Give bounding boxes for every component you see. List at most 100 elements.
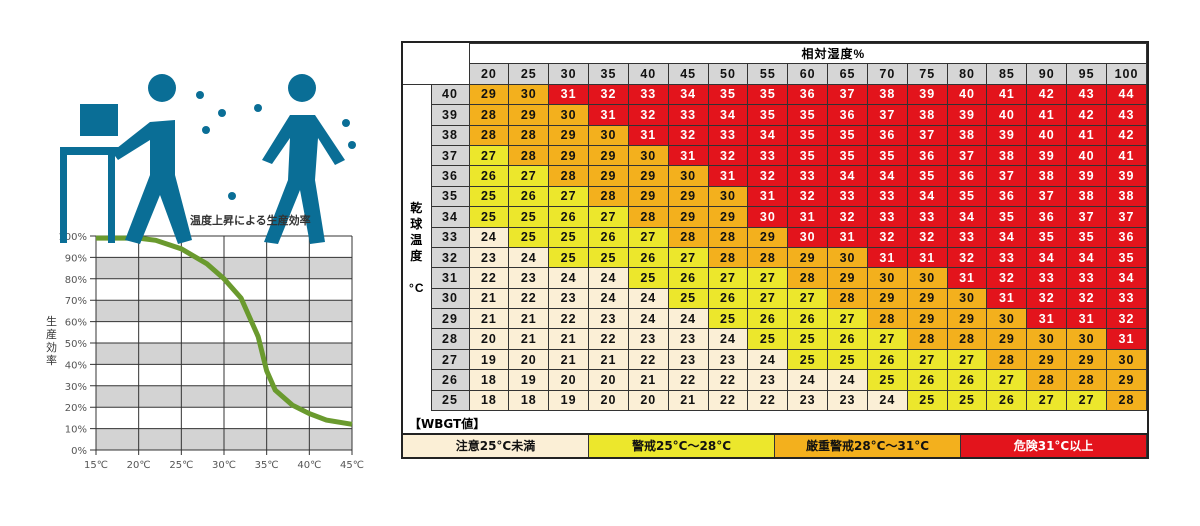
wbgt-cell: 40 xyxy=(1066,144,1107,167)
svg-text:90%: 90% xyxy=(65,253,87,264)
wbgt-cell: 27 xyxy=(627,226,669,248)
wbgt-cell: 19 xyxy=(548,389,590,412)
temperature-row-header: 30 xyxy=(430,287,470,310)
wbgt-cell: 26 xyxy=(986,389,1028,412)
wbgt-cell: 24 xyxy=(508,246,550,269)
wbgt-cell: 23 xyxy=(468,246,510,269)
wbgt-cell: 42 xyxy=(1026,83,1068,106)
wbgt-cell: 36 xyxy=(906,144,948,167)
wbgt-cell: 26 xyxy=(906,369,948,391)
wbgt-cell: 25 xyxy=(787,328,829,350)
temperature-row-header: 34 xyxy=(430,206,470,228)
wbgt-cell: 25 xyxy=(747,328,789,350)
wbgt-cell: 26 xyxy=(468,165,510,187)
svg-text:80%: 80% xyxy=(65,275,87,286)
wbgt-cell: 27 xyxy=(707,267,749,289)
humidity-column-header: 40 xyxy=(627,63,669,85)
wbgt-cell: 36 xyxy=(1106,226,1147,248)
wbgt-cell: 21 xyxy=(548,348,590,371)
wbgt-cell: 20 xyxy=(548,369,590,391)
wbgt-cell: 32 xyxy=(707,144,749,167)
wbgt-cell: 30 xyxy=(588,124,629,146)
wbgt-cell: 38 xyxy=(1066,185,1107,208)
wbgt-cell: 35 xyxy=(747,104,789,126)
wbgt-cell: 25 xyxy=(548,226,590,248)
wbgt-cell: 27 xyxy=(747,287,789,310)
wbgt-cell: 23 xyxy=(627,328,669,350)
wbgt-cell: 29 xyxy=(1106,369,1147,391)
wbgt-cell: 29 xyxy=(627,165,669,187)
wbgt-cell: 31 xyxy=(946,267,988,289)
wbgt-cell: 28 xyxy=(588,185,629,208)
wbgt-cell: 44 xyxy=(1106,83,1147,106)
humidity-header: 相対湿度% xyxy=(468,42,1147,65)
svg-text:100%: 100% xyxy=(58,232,87,243)
wbgt-cell: 24 xyxy=(588,287,629,310)
wbgt-cell: 41 xyxy=(1026,104,1068,126)
wbgt-cell: 21 xyxy=(548,328,590,350)
wbgt-cell: 33 xyxy=(707,124,749,146)
wbgt-cell: 33 xyxy=(986,246,1028,269)
wbgt-cell: 33 xyxy=(667,104,709,126)
wbgt-cell: 35 xyxy=(986,206,1028,228)
wbgt-cell: 29 xyxy=(548,144,590,167)
wbgt-cell: 36 xyxy=(787,83,829,106)
table-row: 28 20 21 21 22 23 23 24 25 25 26 27 28 28 29 30 30 31 xyxy=(403,328,1147,350)
wbgt-cell: 27 xyxy=(667,246,709,269)
wbgt-cell: 31 xyxy=(747,185,789,208)
wbgt-cell: 29 xyxy=(866,287,908,310)
humidity-column-header: 60 xyxy=(787,63,829,85)
wbgt-cell: 26 xyxy=(627,246,669,269)
wbgt-cell: 22 xyxy=(747,389,789,412)
wbgt-cell: 28 xyxy=(946,328,988,350)
wbgt-cell: 34 xyxy=(667,83,709,106)
wbgt-cell: 28 xyxy=(508,124,550,146)
wbgt-cell: 35 xyxy=(1066,226,1107,248)
legend-item: 注意25°C未満 xyxy=(403,435,589,458)
wbgt-cell: 25 xyxy=(627,267,669,289)
humidity-column-header: 65 xyxy=(827,63,868,85)
humidity-column-header: 30 xyxy=(548,63,590,85)
table-row: 27 19 20 21 21 22 23 23 24 25 25 26 27 27 28 29 29 30 xyxy=(403,348,1147,371)
wbgt-cell: 34 xyxy=(946,206,988,228)
wbgt-cell: 38 xyxy=(866,83,908,106)
humidity-column-header: 95 xyxy=(1066,63,1107,85)
wbgt-cell: 27 xyxy=(468,144,510,167)
wbgt-cell: 27 xyxy=(508,165,550,187)
wbgt-cell: 25 xyxy=(588,246,629,269)
wbgt-cell: 30 xyxy=(1026,328,1068,350)
wbgt-cell: 36 xyxy=(827,104,868,126)
wbgt-cell: 38 xyxy=(986,144,1028,167)
wbgt-cell: 18 xyxy=(508,389,550,412)
wbgt-cell: 35 xyxy=(747,83,789,106)
table-row: 30 21 22 23 24 24 25 26 27 27 28 29 29 30 31 32 32 33 xyxy=(403,287,1147,310)
wbgt-cell: 30 xyxy=(548,104,590,126)
table-row: 36 26 27 28 29 29 30 31 32 33 34 34 35 36 37 38 39 39 xyxy=(403,165,1147,187)
wbgt-cell: 35 xyxy=(827,144,868,167)
wbgt-cell: 33 xyxy=(946,226,988,248)
wbgt-cell: 30 xyxy=(747,206,789,228)
wbgt-cell: 32 xyxy=(1026,287,1068,310)
wbgt-cell: 23 xyxy=(667,348,709,371)
wbgt-cell: 21 xyxy=(588,348,629,371)
wbgt-cell: 28 xyxy=(548,165,590,187)
wbgt-cell: 23 xyxy=(827,389,868,412)
temperature-row-header: 29 xyxy=(430,308,470,330)
wbgt-cell: 33 xyxy=(1066,267,1107,289)
wbgt-cell: 28 xyxy=(707,226,749,248)
wbgt-cell: 25 xyxy=(667,287,709,310)
wbgt-cell: 37 xyxy=(866,104,908,126)
wbgt-cell: 24 xyxy=(787,369,829,391)
wbgt-cell: 22 xyxy=(707,369,749,391)
wbgt-cell: 29 xyxy=(906,287,948,310)
wbgt-cell: 31 xyxy=(1026,308,1068,330)
legend-item: 危険31°C以上 xyxy=(961,435,1147,458)
wbgt-cell: 32 xyxy=(827,206,868,228)
wbgt-cell: 33 xyxy=(827,185,868,208)
wbgt-cell: 30 xyxy=(627,144,669,167)
wbgt-cell: 22 xyxy=(627,348,669,371)
wbgt-cell: 36 xyxy=(946,165,988,187)
wbgt-cell: 26 xyxy=(588,226,629,248)
legend-item: 厳重警戒28°C～31°C xyxy=(775,435,961,458)
temperature-row-header: 31 xyxy=(430,267,470,289)
